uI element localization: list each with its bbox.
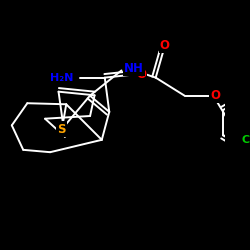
- Text: O: O: [210, 89, 220, 102]
- Text: NH: NH: [124, 62, 144, 75]
- Text: O: O: [160, 39, 170, 52]
- Text: H₂N: H₂N: [50, 73, 73, 83]
- Text: O: O: [136, 68, 146, 82]
- Text: Cl: Cl: [241, 135, 250, 145]
- Text: S: S: [58, 122, 66, 136]
